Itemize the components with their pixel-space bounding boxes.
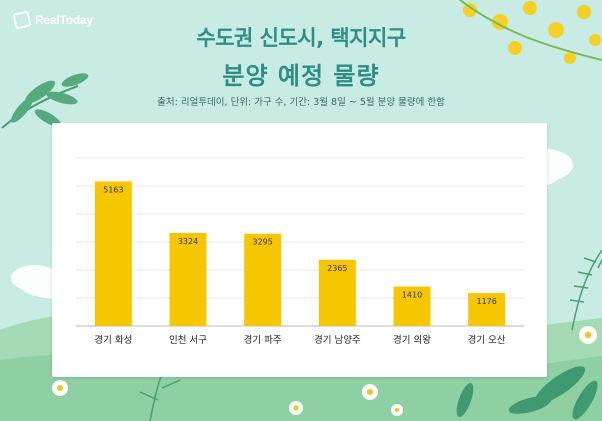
category-label: 경기 오산 <box>468 334 506 346</box>
bar-value-label: 3295 <box>252 238 272 247</box>
bar-value-label: 3324 <box>178 237 198 246</box>
bar <box>393 286 431 326</box>
bar-value-label: 1410 <box>402 291 422 300</box>
category-label: 경기 남양주 <box>314 334 361 346</box>
bar-value-label: 2365 <box>327 264 347 273</box>
category-label: 인천 서구 <box>169 335 207 346</box>
chart-subtitle: 출처: 리얼투데이, 단위: 가구 수, 기간: 3월 8일 ~ 5월 분양 물… <box>157 97 445 108</box>
category-label: 경기 의왕 <box>393 334 431 346</box>
chart-panel <box>52 123 547 377</box>
white-daisies <box>52 326 597 416</box>
gridlines <box>76 157 524 327</box>
bar-chart: 5163 3324 3295 2365 1410 1176 경기 화성 인천 서구 경기 파주… <box>76 157 524 346</box>
bar <box>318 259 356 326</box>
chart-title-line1: 수도권 신도시, 택지지구 <box>196 26 406 50</box>
yellow-flowers <box>463 1 601 64</box>
brand-logo: RealToday <box>12 10 93 30</box>
bars <box>94 181 506 326</box>
chart-title-line2: 분양 예정 물량 <box>222 62 380 90</box>
category-labels: 경기 화성 인천 서구 경기 파주 경기 남양주 경기 의왕 경기 오산 <box>94 334 506 346</box>
bar-value-label: 1176 <box>476 297 496 306</box>
bar <box>94 181 132 326</box>
bar <box>244 233 282 326</box>
bar <box>468 293 506 326</box>
leaf-branch-left <box>1 85 79 129</box>
value-labels: 5163 3324 3295 2365 1410 1176 <box>103 185 497 306</box>
bar <box>169 232 207 326</box>
brand-name: RealToday <box>35 13 93 27</box>
bar-value-label: 5163 <box>103 185 123 194</box>
category-label: 경기 화성 <box>94 334 132 346</box>
category-label: 경기 파주 <box>244 334 282 346</box>
